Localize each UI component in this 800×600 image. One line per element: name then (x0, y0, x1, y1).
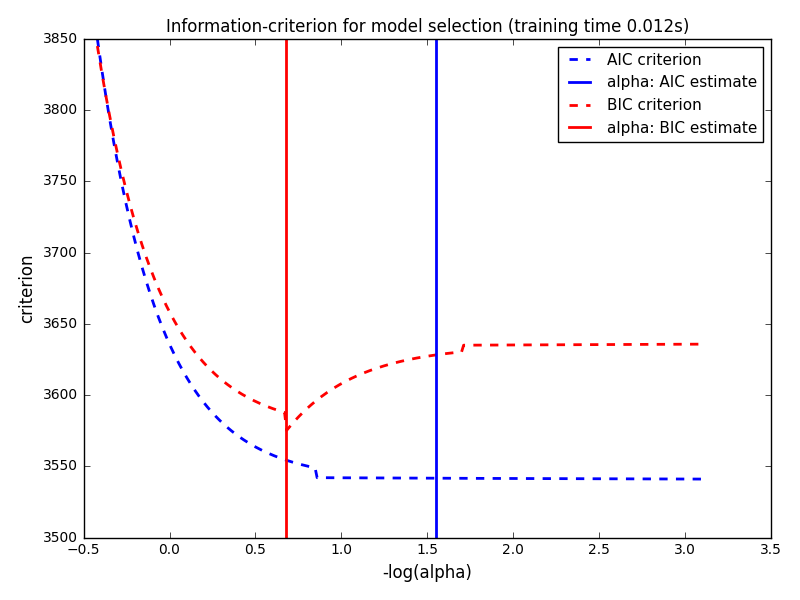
BIC criterion (607, 341, 617, 348)
BIC criterion (454, 349, 464, 356)
X-axis label: -log(alpha): -log(alpha) (382, 564, 472, 582)
Line: BIC criterion: BIC criterion (98, 46, 706, 430)
BIC criterion (282, 427, 291, 434)
BIC criterion (467, 341, 477, 349)
AIC criterion (465, 475, 474, 482)
AIC criterion (454, 475, 464, 482)
BIC criterion (93, 43, 102, 50)
Y-axis label: criterion: criterion (18, 253, 36, 323)
BIC criterion (457, 348, 466, 355)
AIC criterion (701, 475, 710, 482)
AIC criterion (453, 475, 462, 482)
Title: Information-criterion for model selection (training time 0.012s): Information-criterion for model selectio… (166, 18, 689, 36)
BIC criterion (701, 341, 710, 348)
AIC criterion (644, 475, 654, 482)
AIC criterion (93, 35, 102, 43)
AIC criterion (606, 475, 615, 482)
Legend: AIC criterion, alpha: AIC estimate, BIC criterion, alpha: BIC estimate: AIC criterion, alpha: AIC estimate, BIC … (558, 47, 763, 142)
BIC criterion (94, 55, 104, 62)
Line: AIC criterion: AIC criterion (98, 39, 706, 479)
AIC criterion (94, 50, 104, 57)
BIC criterion (646, 341, 656, 348)
